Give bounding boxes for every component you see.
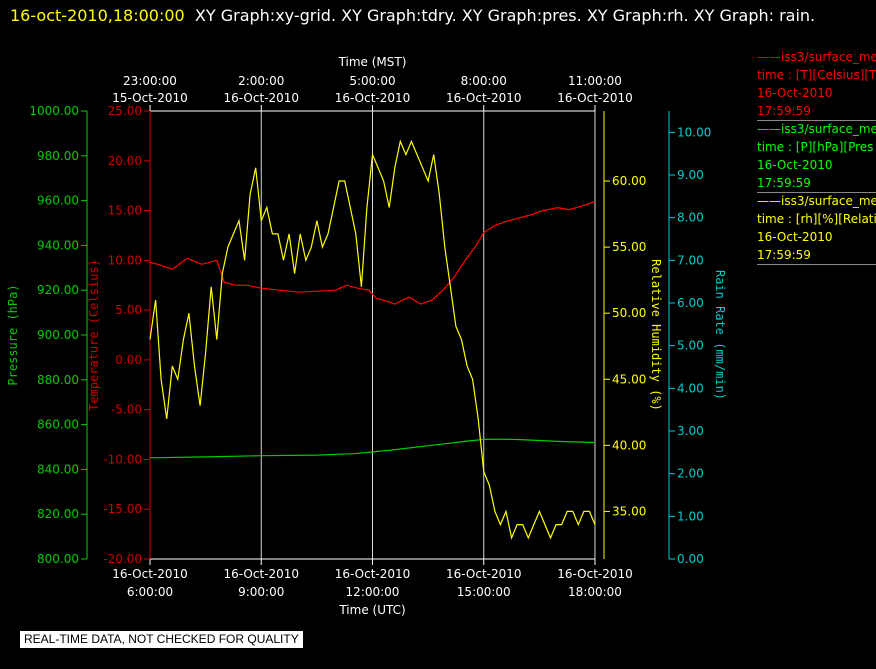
pres-series-line xyxy=(149,438,596,459)
x-top-tick-date: 15-Oct-2010 xyxy=(112,91,188,105)
pres-tick-label: 840.00 xyxy=(37,462,79,476)
legend-divider xyxy=(757,264,876,265)
temp-tick-label: -5.00 xyxy=(111,403,142,417)
pres-tick-label: 900.00 xyxy=(37,328,79,342)
rain-tick-label: 2.00 xyxy=(677,467,704,481)
rain-tick-label: 7.00 xyxy=(677,253,704,267)
title-graph-list: XY Graph:xy-grid. XY Graph:tdry. XY Grap… xyxy=(194,6,816,25)
rh-tick-label: 45.00 xyxy=(612,372,646,386)
legend-series-units: time : [rh][%][Relati xyxy=(757,212,876,226)
rh-tick-label: 50.00 xyxy=(612,306,646,320)
title-timestamp: 16-oct-2010,18:00:00 xyxy=(10,6,185,25)
pres-tick-label: 800.00 xyxy=(37,552,79,566)
x-bottom-tick-date: 16-Oct-2010 xyxy=(223,567,299,581)
temp-tick-label: 0.00 xyxy=(115,353,142,367)
rh-tick-label: 35.00 xyxy=(612,504,646,518)
legend-divider xyxy=(757,120,876,121)
temp-tick-label: 5.00 xyxy=(115,303,142,317)
temp-tick-label: 15.00 xyxy=(108,204,142,218)
temp-tick-label: 20.00 xyxy=(108,154,142,168)
rain-tick-label: 5.00 xyxy=(677,339,704,353)
legend-series-units: time : [P][hPa][Pres xyxy=(757,140,874,154)
rh-axis-title: Relative Humidity (%) xyxy=(649,259,663,411)
temp-series-line xyxy=(149,201,596,305)
legend-series-date: 16-Oct-2010 xyxy=(757,158,833,172)
rain-tick-label: 8.00 xyxy=(677,211,704,225)
pres-axis-title: Pressure (hPa) xyxy=(6,284,20,385)
pres-tick-label: 880.00 xyxy=(37,373,79,387)
x-bottom-tick-time: 12:00:00 xyxy=(346,585,400,599)
temp-axis-title: Temperature (Celsius) xyxy=(87,259,101,411)
x-top-tick-date: 16-Oct-2010 xyxy=(446,91,522,105)
temp-tick-label: -10.00 xyxy=(103,452,142,466)
pres-tick-label: 1000.00 xyxy=(29,104,79,118)
rain-axis-title: Rain Rate (mm/min) xyxy=(713,270,727,400)
x-top-tick-time: 23:00:00 xyxy=(123,74,177,88)
rain-tick-label: 9.00 xyxy=(677,168,704,182)
legend-series-date: 16-Oct-2010 xyxy=(757,230,833,244)
quality-notice: REAL-TIME DATA, NOT CHECKED FOR QUALITY xyxy=(20,631,303,648)
x-top-tick-time: 11:00:00 xyxy=(568,74,622,88)
rh-tick-label: 60.00 xyxy=(612,174,646,188)
temp-tick-label: 25.00 xyxy=(108,104,142,118)
x-top-tick-time: 2:00:00 xyxy=(238,74,284,88)
legend-series-time: 17:59:59 xyxy=(757,176,811,190)
x-top-axis-title: Time (MST) xyxy=(338,55,407,69)
rh-series-line xyxy=(149,139,596,540)
x-bottom-tick-time: 6:00:00 xyxy=(127,585,173,599)
rain-tick-label: 4.00 xyxy=(677,381,704,395)
x-bottom-tick-time: 18:00:00 xyxy=(568,585,622,599)
legend-divider xyxy=(757,192,876,193)
x-top-tick-time: 8:00:00 xyxy=(461,74,507,88)
rain-tick-label: 1.00 xyxy=(677,509,704,523)
rh-tick-label: 40.00 xyxy=(612,438,646,452)
x-top-tick-date: 16-Oct-2010 xyxy=(335,91,411,105)
x-bottom-tick-date: 16-Oct-2010 xyxy=(335,567,411,581)
legend-series-name: ——iss3/surface_me xyxy=(757,122,876,136)
x-bottom-tick-date: 16-Oct-2010 xyxy=(557,567,633,581)
x-bottom-tick-time: 15:00:00 xyxy=(457,585,511,599)
pres-tick-label: 860.00 xyxy=(37,418,79,432)
x-bottom-axis-title: Time (UTC) xyxy=(338,603,405,617)
rain-tick-label: 3.00 xyxy=(677,424,704,438)
x-top-tick-time: 5:00:00 xyxy=(349,74,395,88)
legend-series-units: time : [T][Celsius][T xyxy=(757,68,876,82)
x-top-tick-date: 16-Oct-2010 xyxy=(557,91,633,105)
rain-tick-label: 10.00 xyxy=(677,125,711,139)
page-title: 16-oct-2010,18:00:00 XY Graph:xy-grid. X… xyxy=(10,2,860,30)
rain-tick-label: 0.00 xyxy=(677,552,704,566)
pres-tick-label: 980.00 xyxy=(37,149,79,163)
legend-series-time: 17:59:59 xyxy=(757,104,811,118)
legend-series-name: ——iss3/surface_me xyxy=(757,50,876,64)
pres-tick-label: 940.00 xyxy=(37,238,79,252)
x-bottom-tick-date: 16-Oct-2010 xyxy=(112,567,188,581)
temp-tick-label: 10.00 xyxy=(108,253,142,267)
x-bottom-tick-time: 9:00:00 xyxy=(238,585,284,599)
legend-series-date: 16-Oct-2010 xyxy=(757,86,833,100)
legend-series-time: 17:59:59 xyxy=(757,248,811,262)
legend-series-name: ——iss3/surface_me xyxy=(757,194,876,208)
x-bottom-tick-date: 16-Oct-2010 xyxy=(446,567,522,581)
pres-tick-label: 960.00 xyxy=(37,194,79,208)
pres-tick-label: 820.00 xyxy=(37,507,79,521)
pres-tick-label: 920.00 xyxy=(37,283,79,297)
rh-tick-label: 55.00 xyxy=(612,240,646,254)
temp-tick-label: -20.00 xyxy=(103,552,142,566)
x-top-tick-date: 16-Oct-2010 xyxy=(223,91,299,105)
rain-tick-label: 6.00 xyxy=(677,296,704,310)
temp-tick-label: -15.00 xyxy=(103,502,142,516)
